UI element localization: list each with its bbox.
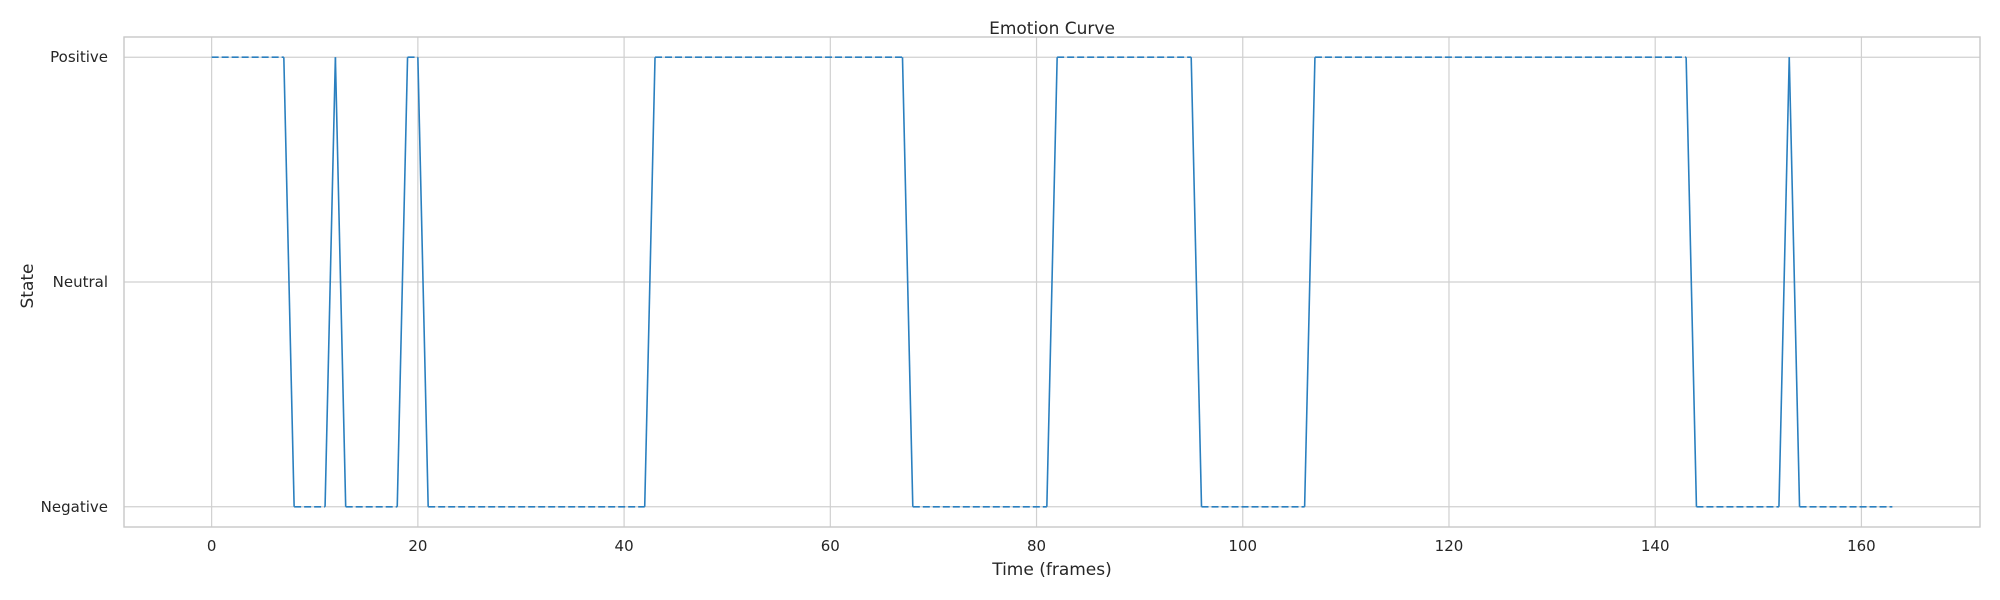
x-tick-label: 20 <box>408 537 427 555</box>
transition-segment <box>1685 57 1698 507</box>
transition-segment <box>417 57 429 507</box>
transition-segment <box>334 57 347 507</box>
transition-segment <box>1190 57 1203 507</box>
axes-frame <box>123 36 1981 528</box>
transition-segment <box>396 57 409 507</box>
x-tick-label: 100 <box>1228 537 1257 555</box>
y-axis-title: State <box>18 264 38 309</box>
emotion-line-series <box>211 56 1893 508</box>
y-tick-label: Negative <box>41 498 108 516</box>
y-tick-label: Neutral <box>53 273 108 291</box>
transition-segment <box>643 57 656 507</box>
x-tick-label: 140 <box>1641 537 1670 555</box>
x-axis-title: Time (frames) <box>991 560 1112 580</box>
plot-frame <box>123 36 1981 528</box>
x-tick-label: 80 <box>1027 537 1046 555</box>
chart-title: Emotion Curve <box>989 19 1115 39</box>
y-tick-label: Positive <box>50 48 108 66</box>
transition-segment <box>1046 57 1058 507</box>
transition-segment <box>283 57 295 507</box>
transition-segment <box>1778 57 1791 507</box>
x-tick-label: 40 <box>615 537 634 555</box>
transition-segment <box>1303 57 1316 507</box>
transition-segment <box>901 57 914 507</box>
transition-segment <box>1788 57 1801 507</box>
tick-labels: 0 20 40 60 80 100 120 140 160 Negative Neutral Posi… <box>41 48 1876 555</box>
x-tick-label: 60 <box>821 537 840 555</box>
x-tick-label: 120 <box>1435 537 1464 555</box>
transition-segment <box>324 57 337 507</box>
x-tick-label: 0 <box>207 537 217 555</box>
x-tick-label: 160 <box>1847 537 1876 555</box>
